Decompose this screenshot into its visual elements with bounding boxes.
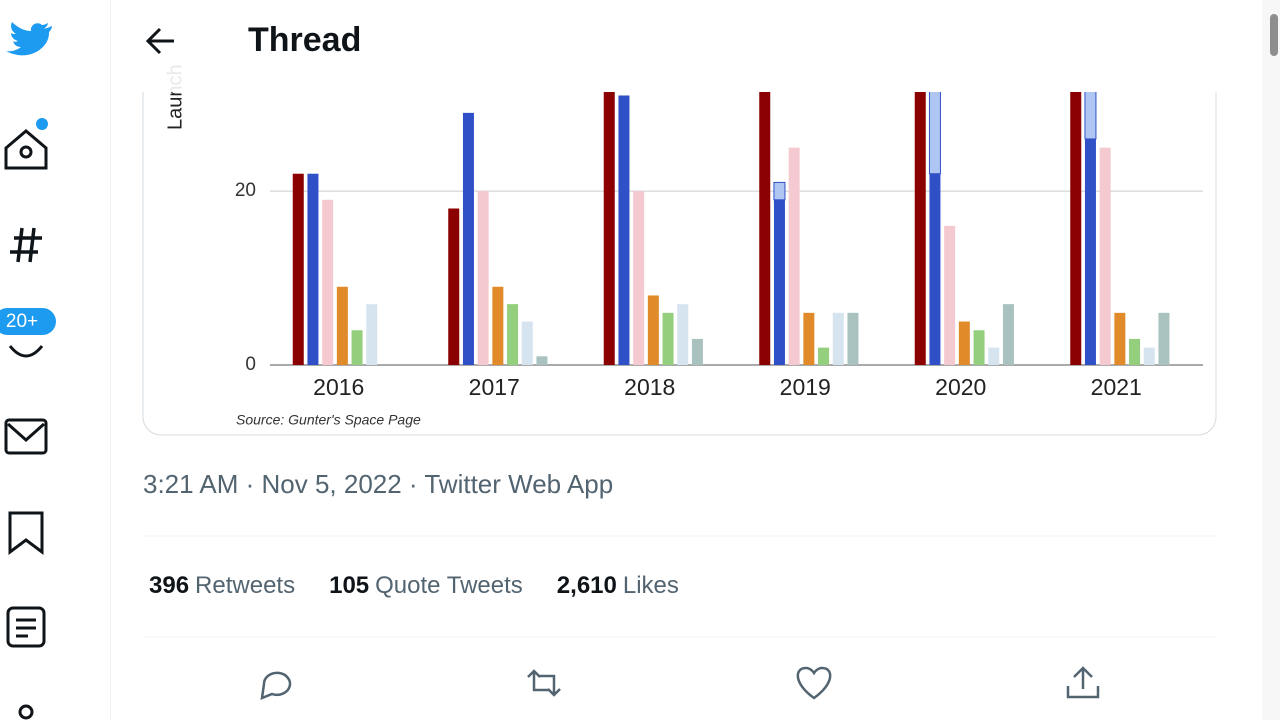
bar <box>336 286 348 365</box>
bar <box>773 181 786 201</box>
bar <box>322 199 334 365</box>
bar <box>492 286 504 365</box>
explore-icon[interactable] <box>10 227 42 263</box>
stat-count: 105 <box>329 572 369 599</box>
logo[interactable] <box>6 22 52 56</box>
y-tick-label: 20 <box>235 180 256 201</box>
scroll-thumb[interactable] <box>1270 14 1278 56</box>
stat-count: 396 <box>149 572 189 599</box>
notification-badge <box>0 308 56 335</box>
stat: 2,610 Likes <box>557 572 679 599</box>
bar <box>929 173 941 365</box>
stat-count: 2,610 <box>557 572 617 599</box>
home-indicator <box>36 118 48 130</box>
bar <box>818 347 830 365</box>
bar <box>366 304 378 365</box>
bar <box>1084 138 1096 365</box>
home-icon[interactable] <box>4 129 48 170</box>
stats: 396 Retweets 105 Quote Tweets 2,610 Likes <box>149 572 679 599</box>
chart-card <box>142 39 1217 436</box>
x-tick-label: 2021 <box>1091 374 1142 400</box>
retweet-button[interactable] <box>527 669 561 697</box>
plot <box>270 92 1203 366</box>
messages-flap <box>7 422 45 443</box>
bar <box>1143 347 1155 365</box>
bar <box>928 92 941 175</box>
bookmarks-icon[interactable] <box>8 511 44 555</box>
lists-icon[interactable] <box>6 606 46 648</box>
bar <box>1070 92 1082 365</box>
lists-lines <box>16 618 36 638</box>
bar <box>958 321 970 365</box>
stat-label[interactable]: Retweets <box>195 572 295 599</box>
home-dot <box>19 145 33 159</box>
x-tick-label: 2020 <box>935 374 986 400</box>
bar <box>691 338 703 365</box>
notifications-icon[interactable] <box>8 345 44 358</box>
x-tick-label: 2018 <box>624 374 675 400</box>
bar <box>351 330 363 365</box>
bar <box>662 312 674 365</box>
bar <box>677 304 689 365</box>
stat: 105 Quote Tweets <box>329 572 523 599</box>
bar <box>603 92 615 366</box>
bar <box>477 191 489 365</box>
bar <box>536 356 548 365</box>
scrollbar <box>1262 0 1280 720</box>
bar <box>988 347 1000 365</box>
stat-label[interactable]: Likes <box>623 572 679 599</box>
bar <box>618 95 630 365</box>
bar <box>1099 147 1111 365</box>
bar <box>633 191 645 365</box>
bar <box>1114 312 1126 365</box>
bar <box>1158 312 1170 365</box>
bar <box>788 147 800 365</box>
header-title: Thread <box>248 21 361 59</box>
bar <box>647 295 659 365</box>
bar <box>1084 92 1097 140</box>
x-tick-label: 2016 <box>313 374 364 400</box>
like-button[interactable] <box>796 666 832 700</box>
chart-source: Source: Gunter's Space Page <box>236 412 421 428</box>
bar <box>847 312 859 365</box>
bar <box>507 304 519 365</box>
reply-button[interactable] <box>260 671 292 700</box>
badge-text: 20+ <box>6 311 38 332</box>
tweet-meta: 3:21 AM · Nov 5, 2022 · Twitter Web App <box>143 469 613 499</box>
messages-icon[interactable] <box>4 418 48 455</box>
bar <box>832 312 844 365</box>
bar <box>521 321 533 365</box>
x-tick-label: 2019 <box>780 374 831 400</box>
bar <box>292 173 304 365</box>
share-button[interactable] <box>1066 666 1100 699</box>
y-tick-label: 0 <box>245 354 256 375</box>
stat-label[interactable]: Quote Tweets <box>375 572 523 599</box>
bar <box>773 199 785 365</box>
bar <box>759 92 771 366</box>
stat: 396 Retweets <box>149 572 295 599</box>
back-button[interactable] <box>145 27 174 55</box>
bar <box>914 92 926 366</box>
bar <box>462 112 474 365</box>
bar <box>803 312 815 365</box>
bar <box>307 173 319 365</box>
header-cover <box>111 0 1261 92</box>
more-icon[interactable] <box>18 704 34 720</box>
bar <box>1129 338 1141 365</box>
bar <box>973 330 985 365</box>
bar <box>1002 304 1014 365</box>
x-tick-label: 2017 <box>469 374 520 400</box>
bar <box>944 225 956 365</box>
bar <box>448 208 460 365</box>
